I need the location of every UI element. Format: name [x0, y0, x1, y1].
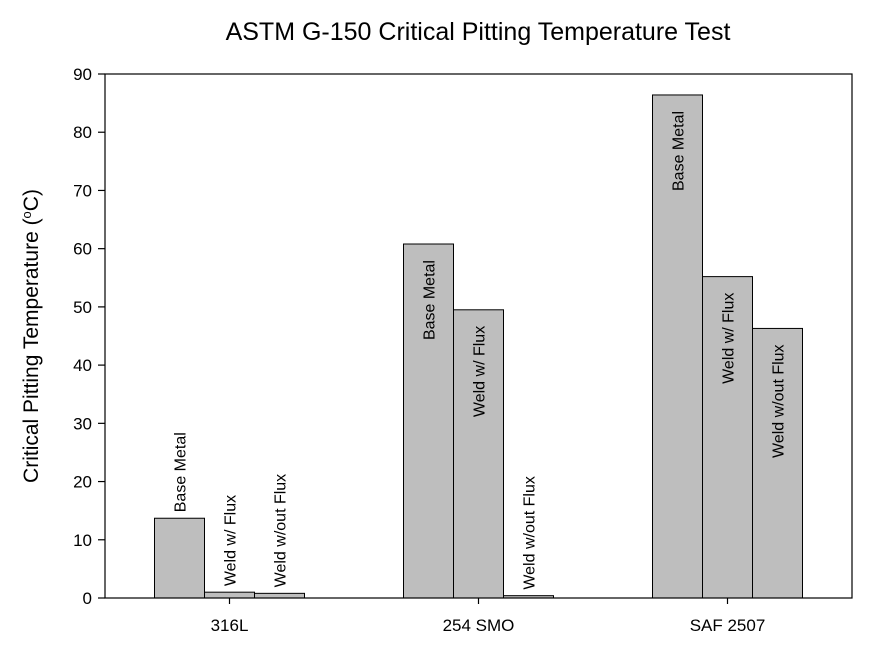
y-tick-label: 40 — [73, 356, 92, 375]
y-tick-label: 80 — [73, 123, 92, 142]
y-tick-label: 90 — [73, 65, 92, 84]
y-tick-label: 70 — [73, 181, 92, 200]
x-tick-label: SAF 2507 — [690, 616, 766, 635]
y-tick-label: 30 — [73, 414, 92, 433]
bar-label: Weld w/out Flux — [273, 474, 290, 588]
bar-labels: Base Metal Weld w/ Flux Weld w/out Flux Bas… — [173, 111, 788, 590]
y-tick-label: 10 — [73, 531, 92, 550]
bar-label: Base Metal — [671, 111, 688, 191]
y-tick-label: 50 — [73, 298, 92, 317]
bar — [652, 94, 703, 599]
x-tick-label: 254 SMO — [443, 616, 515, 635]
bar-label: Weld w/ Flux — [721, 293, 738, 384]
y-axis-label: Critical Pitting Temperature (oC) — [19, 189, 43, 483]
plot-frame — [104, 73, 853, 599]
bar-label: Weld w/ Flux — [472, 326, 489, 417]
chart-title: ASTM G-150 Critical Pitting Temperature … — [226, 18, 731, 46]
y-axis-label-sup: o — [19, 211, 34, 218]
bar-label: Weld w/ Flux — [223, 495, 240, 586]
bar-label: Base Metal — [422, 260, 439, 340]
y-axis-label-prefix: Critical Pitting Temperature ( — [20, 218, 43, 483]
x-tick-label: 316L — [211, 616, 249, 635]
bar-label: Base Metal — [173, 432, 190, 512]
bars — [154, 94, 803, 599]
y-tick-label: 20 — [73, 473, 92, 492]
y-tick-label: 60 — [73, 240, 92, 259]
bar — [254, 592, 305, 599]
bar-label: Weld w/out Flux — [771, 344, 788, 458]
bar-label: Weld w/out Flux — [522, 476, 539, 590]
y-axis-label-suffix: C) — [20, 189, 43, 211]
y-axis: 0 10 20 30 40 50 60 70 80 90 — [73, 65, 105, 608]
y-tick-label: 0 — [83, 589, 92, 608]
bar — [154, 517, 205, 599]
bar — [204, 591, 255, 599]
x-axis: 316L 254 SMO SAF 2507 — [211, 598, 766, 635]
